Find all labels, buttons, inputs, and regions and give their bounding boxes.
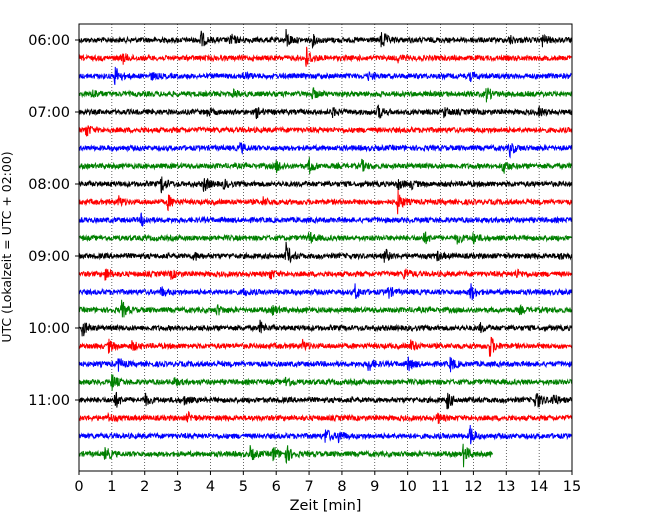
trace-1115 <box>78 410 573 424</box>
trace-0745 <box>78 157 573 174</box>
trace-0915 <box>78 268 573 281</box>
trace-1130 <box>78 424 573 445</box>
x-tick-label-2: 2 <box>140 479 149 495</box>
x-tick-label-14: 14 <box>530 479 548 495</box>
trace-0600 <box>78 28 573 50</box>
trace-0715 <box>78 125 573 138</box>
trace-0900 <box>78 241 573 264</box>
trace-0615 <box>78 46 572 67</box>
y-tick-label-1: 07:00 <box>28 105 70 121</box>
x-tick-label-9: 9 <box>370 479 379 495</box>
trace-0730 <box>78 141 572 159</box>
x-tick-label-13: 13 <box>497 479 515 495</box>
y-tick-label-2: 08:00 <box>28 177 70 193</box>
x-tick-label-4: 4 <box>206 479 215 495</box>
x-tick-label-8: 8 <box>337 479 346 495</box>
x-tick-label-5: 5 <box>239 479 248 495</box>
x-axis-ticks: 0 1 2 3 4 5 6 7 8 9 10 11 12 13 14 15 <box>74 471 581 495</box>
trace-1145 <box>78 443 494 468</box>
trace-0700 <box>78 104 573 120</box>
y-axis-ticks: 06:00 07:00 08:00 09:00 10:00 11:00 <box>28 33 79 409</box>
x-tick-label-10: 10 <box>398 479 416 495</box>
trace-0630 <box>78 66 572 85</box>
trace-1000 <box>78 319 573 337</box>
trace-0800 <box>78 176 573 194</box>
x-tick-label-1: 1 <box>107 479 116 495</box>
plot-frame <box>78 23 573 472</box>
trace-0815 <box>78 189 573 215</box>
y-tick-label-0: 06:00 <box>28 33 70 49</box>
x-tick-label-12: 12 <box>464 479 482 495</box>
trace-1015 <box>78 336 573 357</box>
y-tick-label-3: 09:00 <box>28 249 70 265</box>
x-axis-label: Zeit [min] <box>290 498 362 514</box>
y-axis-label: UTC (Lokalzeit = UTC + 02:00) <box>0 151 14 342</box>
vertical-gridlines <box>111 24 540 471</box>
seismic-traces <box>78 28 573 468</box>
trace-1030 <box>78 356 573 373</box>
trace-0930 <box>78 283 573 301</box>
x-tick-label-7: 7 <box>304 479 313 495</box>
y-tick-label-4: 10:00 <box>28 321 70 337</box>
trace-0845 <box>78 231 572 245</box>
x-tick-label-15: 15 <box>563 479 581 495</box>
x-tick-label-6: 6 <box>272 479 281 495</box>
trace-1100 <box>78 391 573 410</box>
x-tick-label-3: 3 <box>173 479 182 495</box>
x-tick-label-11: 11 <box>431 479 449 495</box>
trace-0830 <box>78 212 573 227</box>
trace-1045 <box>78 374 573 391</box>
trace-0945 <box>78 299 573 318</box>
x-tick-label-0: 0 <box>74 479 83 495</box>
trace-0645 <box>78 87 573 103</box>
y-tick-label-5: 11:00 <box>28 393 70 409</box>
